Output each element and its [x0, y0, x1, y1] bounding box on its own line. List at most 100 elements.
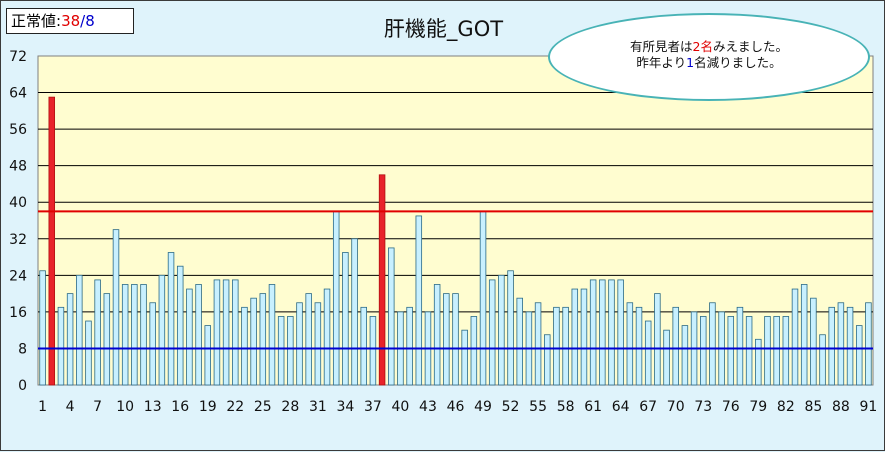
- x-tick-label: 40: [392, 399, 410, 415]
- x-tick-label: 52: [502, 399, 520, 415]
- bar: [296, 302, 303, 386]
- bar: [736, 306, 744, 386]
- x-tick-label: 16: [171, 399, 189, 415]
- x-tick-label: 70: [667, 399, 685, 415]
- bar: [791, 288, 799, 386]
- bar: [48, 96, 56, 386]
- bar: [332, 210, 340, 386]
- bar: [663, 329, 670, 386]
- bar: [553, 306, 560, 386]
- bar: [617, 279, 624, 386]
- bar: [589, 279, 597, 386]
- x-tick-label: 37: [364, 399, 382, 415]
- x-tick-label: 25: [254, 399, 272, 415]
- bar: [131, 284, 138, 386]
- x-tick-label: 58: [557, 399, 575, 415]
- y-tick-label: 16: [9, 305, 27, 321]
- x-tick-label: 1: [38, 399, 47, 415]
- bars: [39, 96, 872, 386]
- y-tick-label: 8: [18, 341, 27, 357]
- bar: [644, 320, 652, 386]
- y-axis-ticks: 0 8 16 24 32 40 48 56 64 72: [9, 49, 27, 394]
- callout-line-1-pre: 有所見者は: [630, 39, 693, 54]
- callout-text: 有所見者は2名みえました。 昨年より1名減りました。: [548, 39, 870, 71]
- bar: [764, 316, 771, 386]
- bar: [544, 334, 551, 386]
- bar: [562, 306, 569, 386]
- bar: [85, 320, 92, 386]
- bar: [608, 279, 615, 386]
- bar: [470, 316, 478, 386]
- bar: [121, 284, 129, 386]
- bar: [571, 288, 579, 386]
- bar: [433, 284, 441, 386]
- x-tick-label: 10: [116, 399, 134, 415]
- x-tick-label: 67: [639, 399, 657, 415]
- bar: [846, 306, 854, 386]
- x-tick-label: 88: [832, 399, 850, 415]
- bar: [415, 215, 423, 386]
- bar: [654, 293, 661, 386]
- total-count: 8: [85, 12, 95, 30]
- bar: [287, 316, 294, 386]
- normal-count-box: 正常値:38/8: [6, 8, 134, 34]
- bar: [94, 279, 101, 386]
- bar: [819, 334, 826, 386]
- bar: [700, 316, 707, 386]
- x-tick-label: 43: [419, 399, 437, 415]
- callout-line-2-pre: 昨年より: [636, 55, 687, 70]
- bar: [681, 325, 689, 386]
- callout-line-1-post: みえました。: [712, 39, 788, 54]
- bar: [39, 270, 46, 386]
- reference-lines: [38, 210, 873, 350]
- bar: [709, 302, 716, 386]
- bar: [342, 252, 349, 386]
- bar: [268, 284, 276, 386]
- bar: [176, 265, 184, 386]
- bar: [782, 316, 790, 386]
- x-tick-label: 4: [66, 399, 75, 415]
- bar: [745, 316, 753, 386]
- x-tick-label: 22: [226, 399, 244, 415]
- bar: [635, 306, 643, 386]
- bar: [800, 284, 808, 386]
- bar: [112, 229, 120, 386]
- bar: [461, 329, 468, 386]
- bar: [277, 316, 285, 386]
- callout-ellipse: [548, 13, 870, 101]
- x-tick-label: 73: [694, 399, 712, 415]
- y-tick-label: 72: [9, 49, 27, 65]
- x-tick-label: 49: [474, 399, 492, 415]
- x-tick-label: 91: [859, 399, 877, 415]
- bar: [773, 316, 780, 386]
- bar: [755, 338, 762, 386]
- y-tick-label: 24: [9, 268, 27, 284]
- bar: [855, 325, 863, 386]
- bar: [186, 288, 193, 386]
- y-tick-label: 40: [9, 195, 27, 211]
- normal-count: 38: [61, 12, 81, 30]
- callout-line-2-post: 名減りました。: [694, 55, 782, 70]
- bar: [378, 174, 386, 386]
- bar: [76, 274, 83, 386]
- bar: [204, 325, 211, 386]
- bar: [167, 252, 175, 386]
- x-tick-label: 28: [281, 399, 299, 415]
- count-separator: /: [80, 12, 86, 30]
- bar: [443, 293, 450, 386]
- x-tick-label: 79: [749, 399, 767, 415]
- x-tick-label: 7: [93, 399, 102, 415]
- x-tick-label: 46: [447, 399, 465, 415]
- bar: [158, 274, 166, 386]
- y-tick-label: 48: [9, 159, 27, 175]
- bar: [452, 293, 459, 386]
- x-tick-label: 19: [199, 399, 217, 415]
- y-tick-label: 56: [9, 122, 27, 138]
- bar: [516, 297, 523, 386]
- bar: [323, 288, 331, 386]
- bar: [865, 302, 872, 386]
- bar: [369, 316, 377, 386]
- bar: [727, 316, 735, 386]
